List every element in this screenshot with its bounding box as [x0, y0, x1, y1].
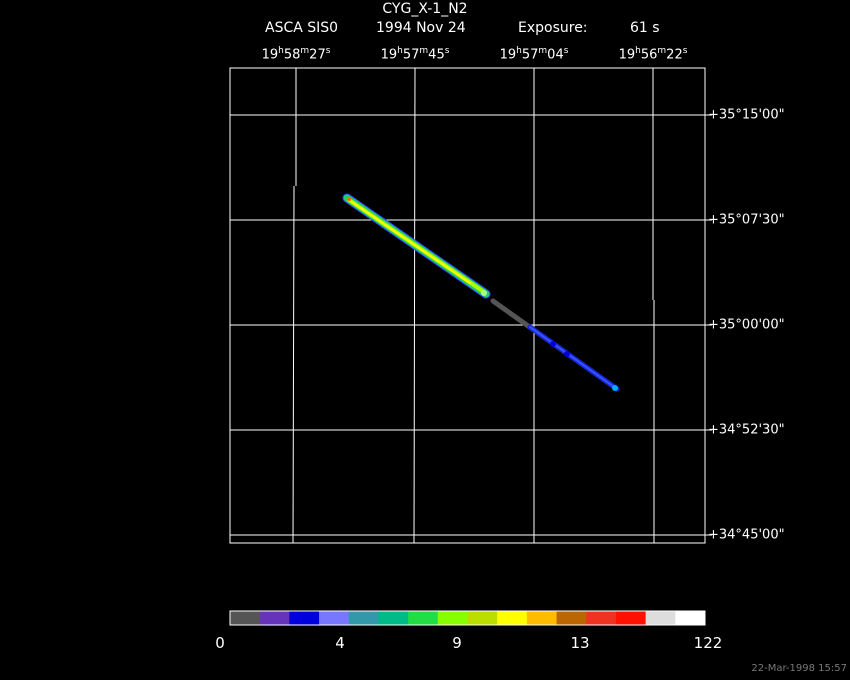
color-scale-swatch [556, 611, 587, 625]
exposure-value: 61 s [630, 20, 660, 36]
dec-tick-label: +34°52'30" [708, 422, 785, 438]
color-scale-swatch [259, 611, 290, 625]
color-scale-swatch [289, 611, 320, 625]
dec-tick-label: +35°07'30" [708, 212, 785, 228]
color-scale-swatch [675, 611, 706, 625]
date-label: 1994 Nov 24 [376, 20, 466, 36]
ra-tick-label: 19h56m22s [618, 46, 688, 63]
instrument-label: ASCA SIS0 [265, 20, 339, 36]
dec-tick-label: +34°45'00" [708, 527, 785, 543]
ra-grid-line [413, 67, 416, 544]
generation-timestamp: 22-Mar-1998 15:57 [751, 663, 847, 674]
color-scale-label: 9 [452, 634, 462, 652]
color-scale-swatch [586, 611, 617, 625]
coordinate-grid [230, 67, 712, 544]
color-scale-label: 0 [215, 634, 225, 652]
image-frame [229, 67, 706, 544]
color-scale-swatch [437, 611, 468, 625]
ra-tick-label: 19h57m45s [380, 46, 450, 63]
color-scale-swatch [319, 611, 350, 625]
color-scale-label: 13 [570, 634, 590, 652]
image-title: CYG_X-1_N2 [382, 1, 468, 17]
dec-tick-label: +35°00'00" [708, 317, 785, 333]
color-scale-swatch [348, 611, 379, 625]
color-scale-swatch [378, 611, 409, 625]
streak-knot [612, 385, 618, 391]
color-scale-label: 4 [335, 634, 345, 652]
color-scale-frame [229, 610, 706, 626]
ra-tick-label: 19h58m27s [261, 46, 331, 63]
color-scale-swatch [497, 611, 528, 625]
streak-blue-core [529, 326, 618, 390]
ra-grid-line [652, 68, 655, 543]
color-scale-label: 122 [693, 634, 723, 652]
color-scale-swatch [408, 611, 439, 625]
color-scale-swatch [526, 611, 558, 625]
ra-grid-line [292, 68, 297, 544]
color-scale-swatch [467, 611, 498, 625]
color-scale-swatch [615, 611, 647, 625]
streak-bright-core [351, 201, 471, 284]
source-streak [342, 193, 620, 392]
color-scale-bar [230, 611, 706, 625]
dec-tick-label: +35°15'00" [708, 107, 785, 123]
streak-knot [550, 341, 556, 347]
exposure-label: Exposure: [518, 20, 588, 36]
color-scale-swatch [230, 611, 261, 625]
color-scale-swatch [645, 611, 676, 625]
streak-endpoint [481, 290, 487, 296]
streak-peak [347, 197, 351, 201]
streak-knot [564, 351, 570, 357]
ra-tick-label: 19h57m04s [499, 46, 569, 63]
